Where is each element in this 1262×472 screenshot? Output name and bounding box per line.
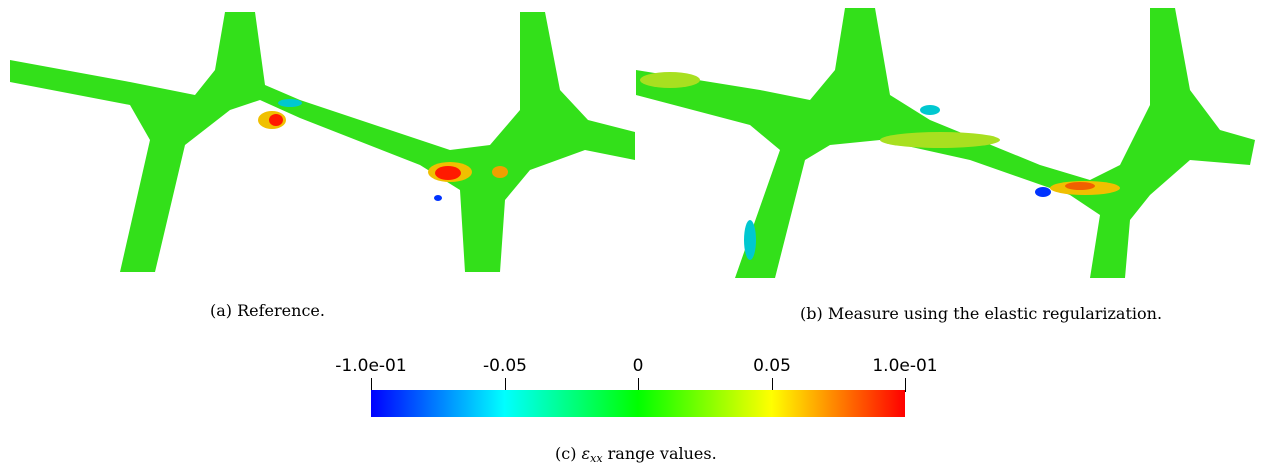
warm-band-left [640,72,700,88]
panel-b-image [630,0,1262,285]
coolspot-b [1035,187,1051,197]
colorbar [371,390,905,417]
panel-a-image [0,0,640,285]
colorbar-tick [371,378,372,392]
caption-c-symbol: ε [581,444,591,463]
coolspot-right [434,195,442,201]
caption-c-prefix: (c) [555,444,582,463]
colorbar-label-neg: -0.05 [483,356,527,376]
coolspot-b-left [744,220,756,260]
coolspot-b-top [920,105,940,115]
colorbar-tick [772,378,773,392]
warm-band-mid [880,132,1000,148]
colorbar-label-zero: 0 [632,356,644,376]
measured-strain-map [636,8,1255,278]
caption-c-suffix: range values. [602,444,717,463]
colorbar-label-pos: 0.05 [753,356,791,376]
colorbar-label-max: 1.0e-01 [872,356,938,376]
coolspot-left [278,99,302,107]
reference-strain-map [10,12,635,272]
hotspot-right [435,166,461,180]
colorbar-label-min: -1.0e-01 [335,356,407,376]
colorbar-tick [638,378,639,392]
colorbar-tick [505,378,506,392]
hotspot-left [269,114,283,126]
colorbar-tick [905,378,906,392]
caption-c-subscript: xx [590,452,603,465]
hotspot-b-right [1065,182,1095,190]
caption-a: (a) Reference. [210,301,325,320]
caption-c: (c) εxx range values. [555,444,717,465]
caption-b: (b) Measure using the elastic regulariza… [800,304,1163,323]
hotspot-right-2 [492,166,508,178]
